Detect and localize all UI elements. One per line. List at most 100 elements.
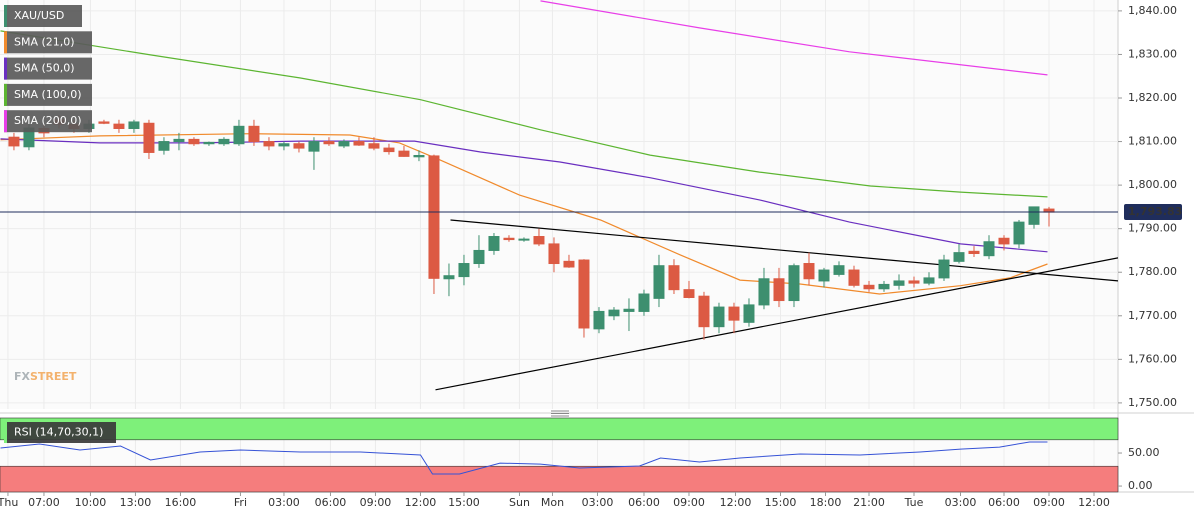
candle-body: [953, 252, 965, 262]
x-tick-label: 12:00: [1078, 496, 1110, 509]
x-tick-label: 09:00: [673, 496, 705, 509]
candle-body: [998, 237, 1010, 245]
candle-body: [233, 125, 245, 145]
candle-body: [503, 237, 515, 241]
legend-item[interactable]: SMA (50,0): [4, 57, 92, 80]
overbought-zone: [0, 417, 1119, 441]
candle-body: [383, 147, 395, 153]
candle-body: [698, 295, 710, 328]
candle-body: [623, 308, 635, 312]
candle-body: [278, 143, 290, 147]
legend-label: SMA (21,0): [14, 35, 75, 48]
overlay: Thu 07:00 10:00 13:00 16:00 Fri 03:00 06:00 09:0…: [0, 4, 1182, 509]
candle-body: [533, 236, 545, 245]
candle-body: [113, 123, 125, 129]
separator-handle[interactable]: [551, 410, 569, 417]
legend-swatch: [4, 31, 7, 54]
x-tick-label: 15:00: [448, 496, 480, 509]
candle-body: [848, 269, 860, 286]
legend-label: SMA (200,0): [14, 114, 82, 127]
x-tick-label: 09:00: [1033, 496, 1065, 509]
candle-body: [668, 265, 680, 291]
x-tick-label: Thu: [0, 496, 18, 509]
sma-line: [0, 133, 1048, 295]
candle-body: [758, 278, 770, 306]
legend-box: [4, 422, 116, 443]
x-tick-label: Sun: [509, 496, 530, 509]
trend-line: [450, 219, 1118, 282]
candle-body: [443, 275, 455, 280]
candle-body: [98, 121, 110, 124]
legend-label: RSI (14,70,30,1): [14, 426, 103, 439]
legend-swatch: [4, 57, 7, 80]
candle-body: [968, 250, 980, 255]
legend-item[interactable]: SMA (200,0): [4, 110, 92, 133]
candle-body: [728, 306, 740, 321]
legend-box: [4, 57, 92, 80]
candle-body: [683, 289, 695, 298]
candle-body: [548, 243, 560, 265]
candle-body: [323, 141, 335, 145]
candle-body: [458, 263, 470, 278]
x-tick-label: 21:00: [853, 496, 885, 509]
legend-item[interactable]: RSI (14,70,30,1): [4, 422, 116, 443]
legend-box: [4, 31, 92, 54]
candle-body: [158, 141, 170, 151]
trend-line: [435, 257, 1118, 391]
y-tick-label: 1,800.00: [1128, 178, 1177, 191]
watermark: FXSTREET: [14, 370, 77, 383]
y-tick-label: 1,820.00: [1128, 91, 1177, 104]
x-tick-label: 06:00: [628, 496, 660, 509]
candle-body: [428, 155, 440, 279]
candle-body: [593, 310, 605, 330]
watermark-part: STREET: [30, 370, 77, 383]
x-tick-label: 13:00: [120, 496, 152, 509]
legend-label: SMA (50,0): [14, 62, 75, 75]
candle-body: [653, 265, 665, 299]
y-tick-label: 1,750.00: [1128, 396, 1177, 409]
x-tick-label: Fri: [234, 496, 247, 509]
x-tick-label: 03:00: [582, 496, 614, 509]
plot: FXSTREET: [0, 0, 1119, 493]
candle-body: [203, 141, 215, 145]
legend-item[interactable]: SMA (100,0): [4, 83, 92, 106]
candle-body: [908, 280, 920, 284]
y-tick-label: 1,810.00: [1128, 135, 1177, 148]
candle-body: [473, 249, 485, 265]
x-tick-label: 06:00: [988, 496, 1020, 509]
candle-body: [293, 143, 305, 149]
sma-line: [0, 138, 1048, 253]
x-tick-label: 18:00: [810, 496, 842, 509]
candle-body: [8, 136, 20, 147]
candle-body: [188, 138, 200, 145]
legend-item[interactable]: SMA (21,0): [4, 31, 92, 54]
candle-body: [788, 265, 800, 302]
candle-body: [248, 125, 260, 143]
oversold-zone: [0, 465, 1119, 493]
legend-box: [4, 5, 82, 27]
watermark-part: FX: [14, 370, 31, 383]
y-tick-label: 1,770.00: [1128, 309, 1177, 322]
y-tick-label: 0.00: [1128, 479, 1153, 492]
legend-swatch: [4, 5, 7, 27]
legend-label: SMA (100,0): [14, 88, 82, 101]
legend-label: XAU/USD: [14, 9, 64, 22]
x-tick-label: 06:00: [315, 496, 347, 509]
candle-body: [938, 259, 950, 279]
candle-body: [818, 269, 830, 282]
x-tick-label: 09:00: [360, 496, 392, 509]
legend-swatch: [4, 83, 7, 106]
candle-body: [743, 304, 755, 323]
x-tick-label: Tue: [904, 496, 924, 509]
last-price-box: [1124, 203, 1182, 220]
candle-body: [338, 141, 350, 147]
x-tick-label: 10:00: [75, 496, 107, 509]
last-price-label: 1,793.83: [1128, 205, 1182, 218]
candle-body: [518, 238, 530, 241]
legend-item[interactable]: XAU/USD: [4, 5, 82, 27]
candle-body: [218, 138, 230, 145]
rsi-line: [0, 441, 1048, 475]
x-tick-label: 15:00: [765, 496, 797, 509]
main-panel: [0, 0, 1118, 409]
